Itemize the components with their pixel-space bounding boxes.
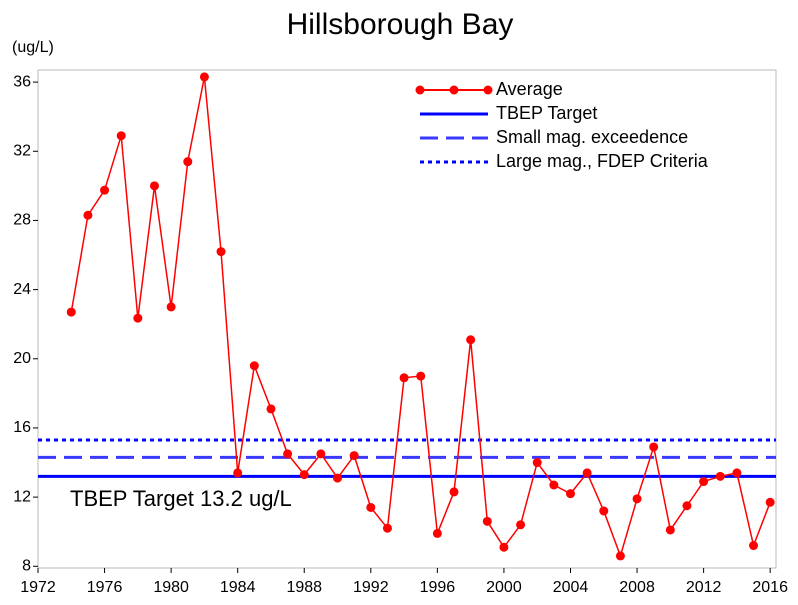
- plot-frame: [37, 69, 777, 569]
- legend-marker: [483, 85, 493, 95]
- y-tick-label: 12: [13, 488, 31, 505]
- series-line: [70, 76, 771, 559]
- legend-marker: [415, 85, 425, 95]
- y-tick-label: 24: [13, 281, 31, 298]
- data-point: [482, 516, 492, 526]
- data-point: [100, 185, 110, 195]
- legend-label: Average: [496, 79, 563, 99]
- x-tick-label: 1976: [87, 579, 123, 596]
- data-point: [649, 442, 659, 452]
- x-tick-label: 2012: [686, 579, 722, 596]
- x-tick-label: 2008: [619, 579, 655, 596]
- data-point: [516, 520, 526, 530]
- data-point: [466, 335, 476, 345]
- data-point: [682, 501, 692, 511]
- y-tick-label: 36: [13, 73, 31, 90]
- x-tick-label: 1996: [420, 579, 456, 596]
- data-point: [632, 494, 642, 504]
- legend-label: Large mag., FDEP Criteria: [496, 151, 709, 171]
- data-point: [382, 523, 392, 533]
- data-point: [349, 451, 359, 461]
- data-point: [149, 181, 159, 191]
- data-point: [665, 525, 675, 535]
- x-tick-label: 1992: [353, 579, 389, 596]
- legend-label: Small mag. exceedence: [496, 127, 688, 147]
- y-tick-label: 16: [13, 419, 31, 436]
- x-tick-label: 1980: [153, 579, 189, 596]
- data-point: [366, 502, 376, 512]
- data-point: [499, 542, 509, 552]
- data-point: [749, 541, 759, 551]
- data-point: [399, 373, 409, 383]
- data-point: [316, 449, 326, 459]
- data-point: [549, 480, 559, 490]
- data-point: [582, 468, 592, 478]
- x-tick-label: 2016: [752, 579, 788, 596]
- data-point: [183, 157, 193, 167]
- data-point: [333, 473, 343, 483]
- data-point: [266, 404, 276, 414]
- data-point: [715, 471, 725, 481]
- data-point: [216, 247, 226, 257]
- y-tick-label: 8: [22, 557, 31, 574]
- data-point: [765, 497, 775, 507]
- data-point: [166, 302, 176, 312]
- data-point: [66, 307, 76, 317]
- data-point: [532, 458, 542, 468]
- data-point: [233, 468, 243, 478]
- data-point: [432, 528, 442, 538]
- data-point: [732, 468, 742, 478]
- data-point: [699, 477, 709, 487]
- data-point: [449, 487, 459, 497]
- legend-label: TBEP Target: [496, 103, 597, 123]
- data-point: [249, 361, 259, 371]
- annotation: TBEP Target 13.2 ug/L: [70, 486, 292, 511]
- data-point: [599, 506, 609, 516]
- data-point: [283, 449, 293, 459]
- data-point: [116, 131, 126, 141]
- chart-title: Hillsborough Bay: [287, 8, 514, 41]
- y-tick-label: 32: [13, 142, 31, 159]
- data-point: [615, 551, 625, 561]
- data-point: [416, 371, 426, 381]
- x-tick-label: 1988: [286, 579, 322, 596]
- y-tick-label: 28: [13, 212, 31, 229]
- data-point: [133, 313, 143, 323]
- x-tick-label: 2000: [486, 579, 522, 596]
- x-tick-label: 1984: [220, 579, 256, 596]
- data-point: [565, 489, 575, 499]
- data-point: [299, 470, 309, 480]
- legend-marker: [449, 85, 459, 95]
- data-point: [83, 210, 93, 220]
- x-tick-label: 1972: [20, 579, 56, 596]
- y-tick-label: 20: [13, 350, 31, 367]
- data-point: [199, 72, 209, 82]
- x-tick-label: 2004: [553, 579, 589, 596]
- y-unit: (ug/L): [12, 39, 54, 56]
